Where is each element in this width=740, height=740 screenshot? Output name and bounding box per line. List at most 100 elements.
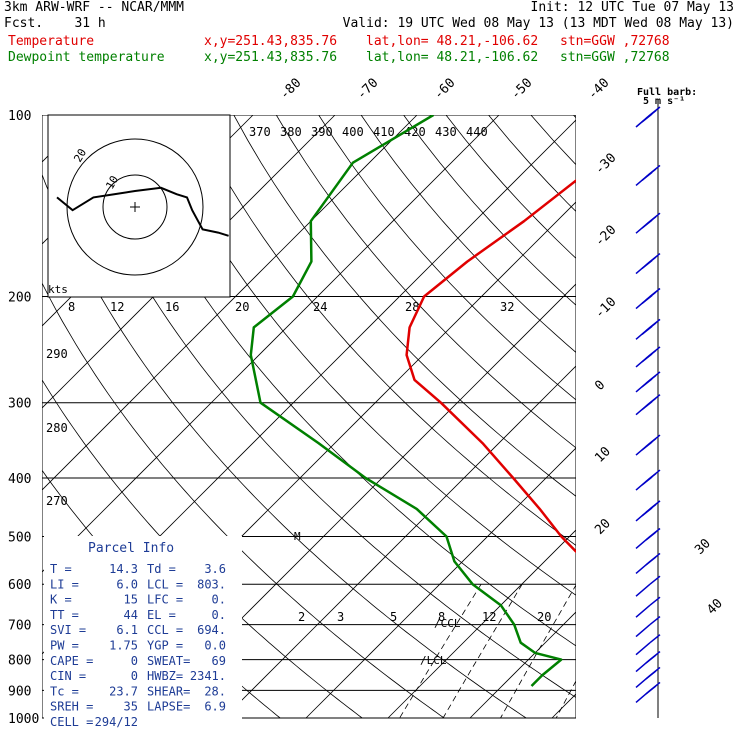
parcel-info-value: 35 [124,700,138,714]
hodograph-ring-20 [66,138,204,276]
isotherm-line [387,529,576,719]
dry-adiabat [275,115,576,449]
barb-legend-line1: Full barb: [637,87,697,98]
mixing-ratio-top-label: 12 [110,300,124,314]
barb-legend-line2: 5 m s⁻¹ [643,96,685,107]
legend-temperature-label: Temperature [8,34,95,49]
init-time: Init: 12 UTC Tue 07 May 13 [530,0,735,15]
parcel-info-value: 0 [131,654,138,668]
parcel-info-value: 0 [131,669,138,683]
theta-label: 390 [311,125,333,139]
wind-barb-flag [645,556,657,566]
pressure-tick-label: 300 [8,397,31,412]
theta-label: 430 [435,125,457,139]
wind-barb-flag [641,401,653,411]
parcel-info-value: 23.7 [109,684,138,698]
parcel-info-value: 28. [204,684,226,698]
isotherm-line [305,447,576,719]
temperature-label: -30 [592,151,619,178]
height-label: 270 [46,494,68,508]
dry-adiabat [233,115,576,497]
hodograph-ring-label: 20 [71,147,89,165]
isotherm-line [469,611,576,719]
mixing-ratio-bottom-label: 12 [482,610,496,624]
dry-adiabat [318,115,576,401]
parcel-info-value: 44 [124,608,138,622]
temperature-label: 10 [592,444,614,466]
dry-adiabat [488,115,576,213]
temperature-label: -10 [592,295,619,322]
mixing-ratio-bottom-label: 20 [537,610,551,624]
wind-barb-flag [641,476,653,486]
mixing-ratio-top-label: 16 [165,300,179,314]
pressure-tick-label: 900 [8,684,31,699]
parcel-info-label: SREH = [50,700,93,714]
wind-barb-flag [641,353,653,363]
parcel-info-value: 694. [197,623,226,637]
parcel-info-label: YGP = [147,639,183,653]
temperature-label: -50 [508,76,535,103]
wind-barb-flag [645,654,657,664]
pressure-tick-label: 200 [8,291,31,306]
parcel-info-value: 15 [124,593,138,607]
parcel-info-value: 803. [197,577,226,591]
dry-adiabat [573,115,576,119]
parcel-info-label: LI = [50,577,79,591]
legend-temperature-xy: x,y=251.43,835.76 [204,34,338,49]
temperature-label: 30 [692,536,714,558]
mixing-ratio-bottom-label: 2 [298,610,305,624]
temperature-label: -60 [431,76,458,103]
mixing-ratio-top-label: 24 [313,300,327,314]
dry-adiabat [191,115,576,546]
mixing-ratio-line [500,584,576,719]
forecast-hour: Fcst. 31 h [4,16,106,31]
mixing-ratio-top-label: 20 [235,300,249,314]
parcel-info-label: SWEAT= [147,654,190,668]
parcel-info-label: TT = [50,608,79,622]
dry-adiabat [148,115,576,596]
pressure-tick-label: 600 [8,578,31,593]
wind-barb-flag [649,634,661,644]
legend-dewpoint-xy: x,y=251.43,835.76 [204,50,338,65]
pressure-tick-label: 800 [8,654,31,669]
wind-barb-flag [645,685,657,695]
parcel-info-label: Tc = [50,684,79,698]
isotherm-line [634,115,740,718]
model-title: 3km ARW-WRF -- NCAR/MMM [4,0,185,15]
parcel-info-label: CAPE = [50,654,93,668]
wind-barb-flag [641,325,653,335]
wind-barb-flag [649,596,661,606]
marker-label: /LCL [420,654,447,667]
parcel-info-label: PW = [50,639,79,653]
parcel-info-label: EL = [147,608,176,622]
mixing-ratio-top-label: 32 [500,300,514,314]
pressure-tick-label: 1000 [8,712,39,727]
parcel-info-label: LCL = [147,577,183,591]
parcel-info-label: CELL = [50,715,93,729]
parcel-info-value: 294/12 [95,715,138,729]
parcel-info-label: HWBZ= [147,669,183,683]
dry-adiabat [42,173,527,719]
parcel-info-value: 0.0 [204,639,226,653]
parcel-info-label: CIN = [50,669,86,683]
wind-barb-flag [641,441,653,451]
mixing-ratio-bottom-label: 5 [390,610,397,624]
parcel-info-value: 0. [212,608,226,622]
wind-barb-flag [649,616,661,626]
height-label: 290 [46,347,68,361]
theta-label: 440 [466,125,488,139]
wind-barb-flag [645,531,657,541]
wind-barb-flag [641,378,653,388]
mixing-ratio-top-label: 28 [405,300,419,314]
parcel-info-label: SHEAR= [147,684,190,698]
parcel-info-value: 0. [212,593,226,607]
isotherm-line [42,115,500,573]
wind-barb-flag [641,113,653,123]
isotherm-line [716,115,740,718]
parcel-info-value: 1.75 [109,639,138,653]
theta-label: 370 [249,125,271,139]
wind-barb-flag [641,171,653,182]
dewpoint-profile [249,115,563,687]
mixing-ratio-line [399,583,482,719]
